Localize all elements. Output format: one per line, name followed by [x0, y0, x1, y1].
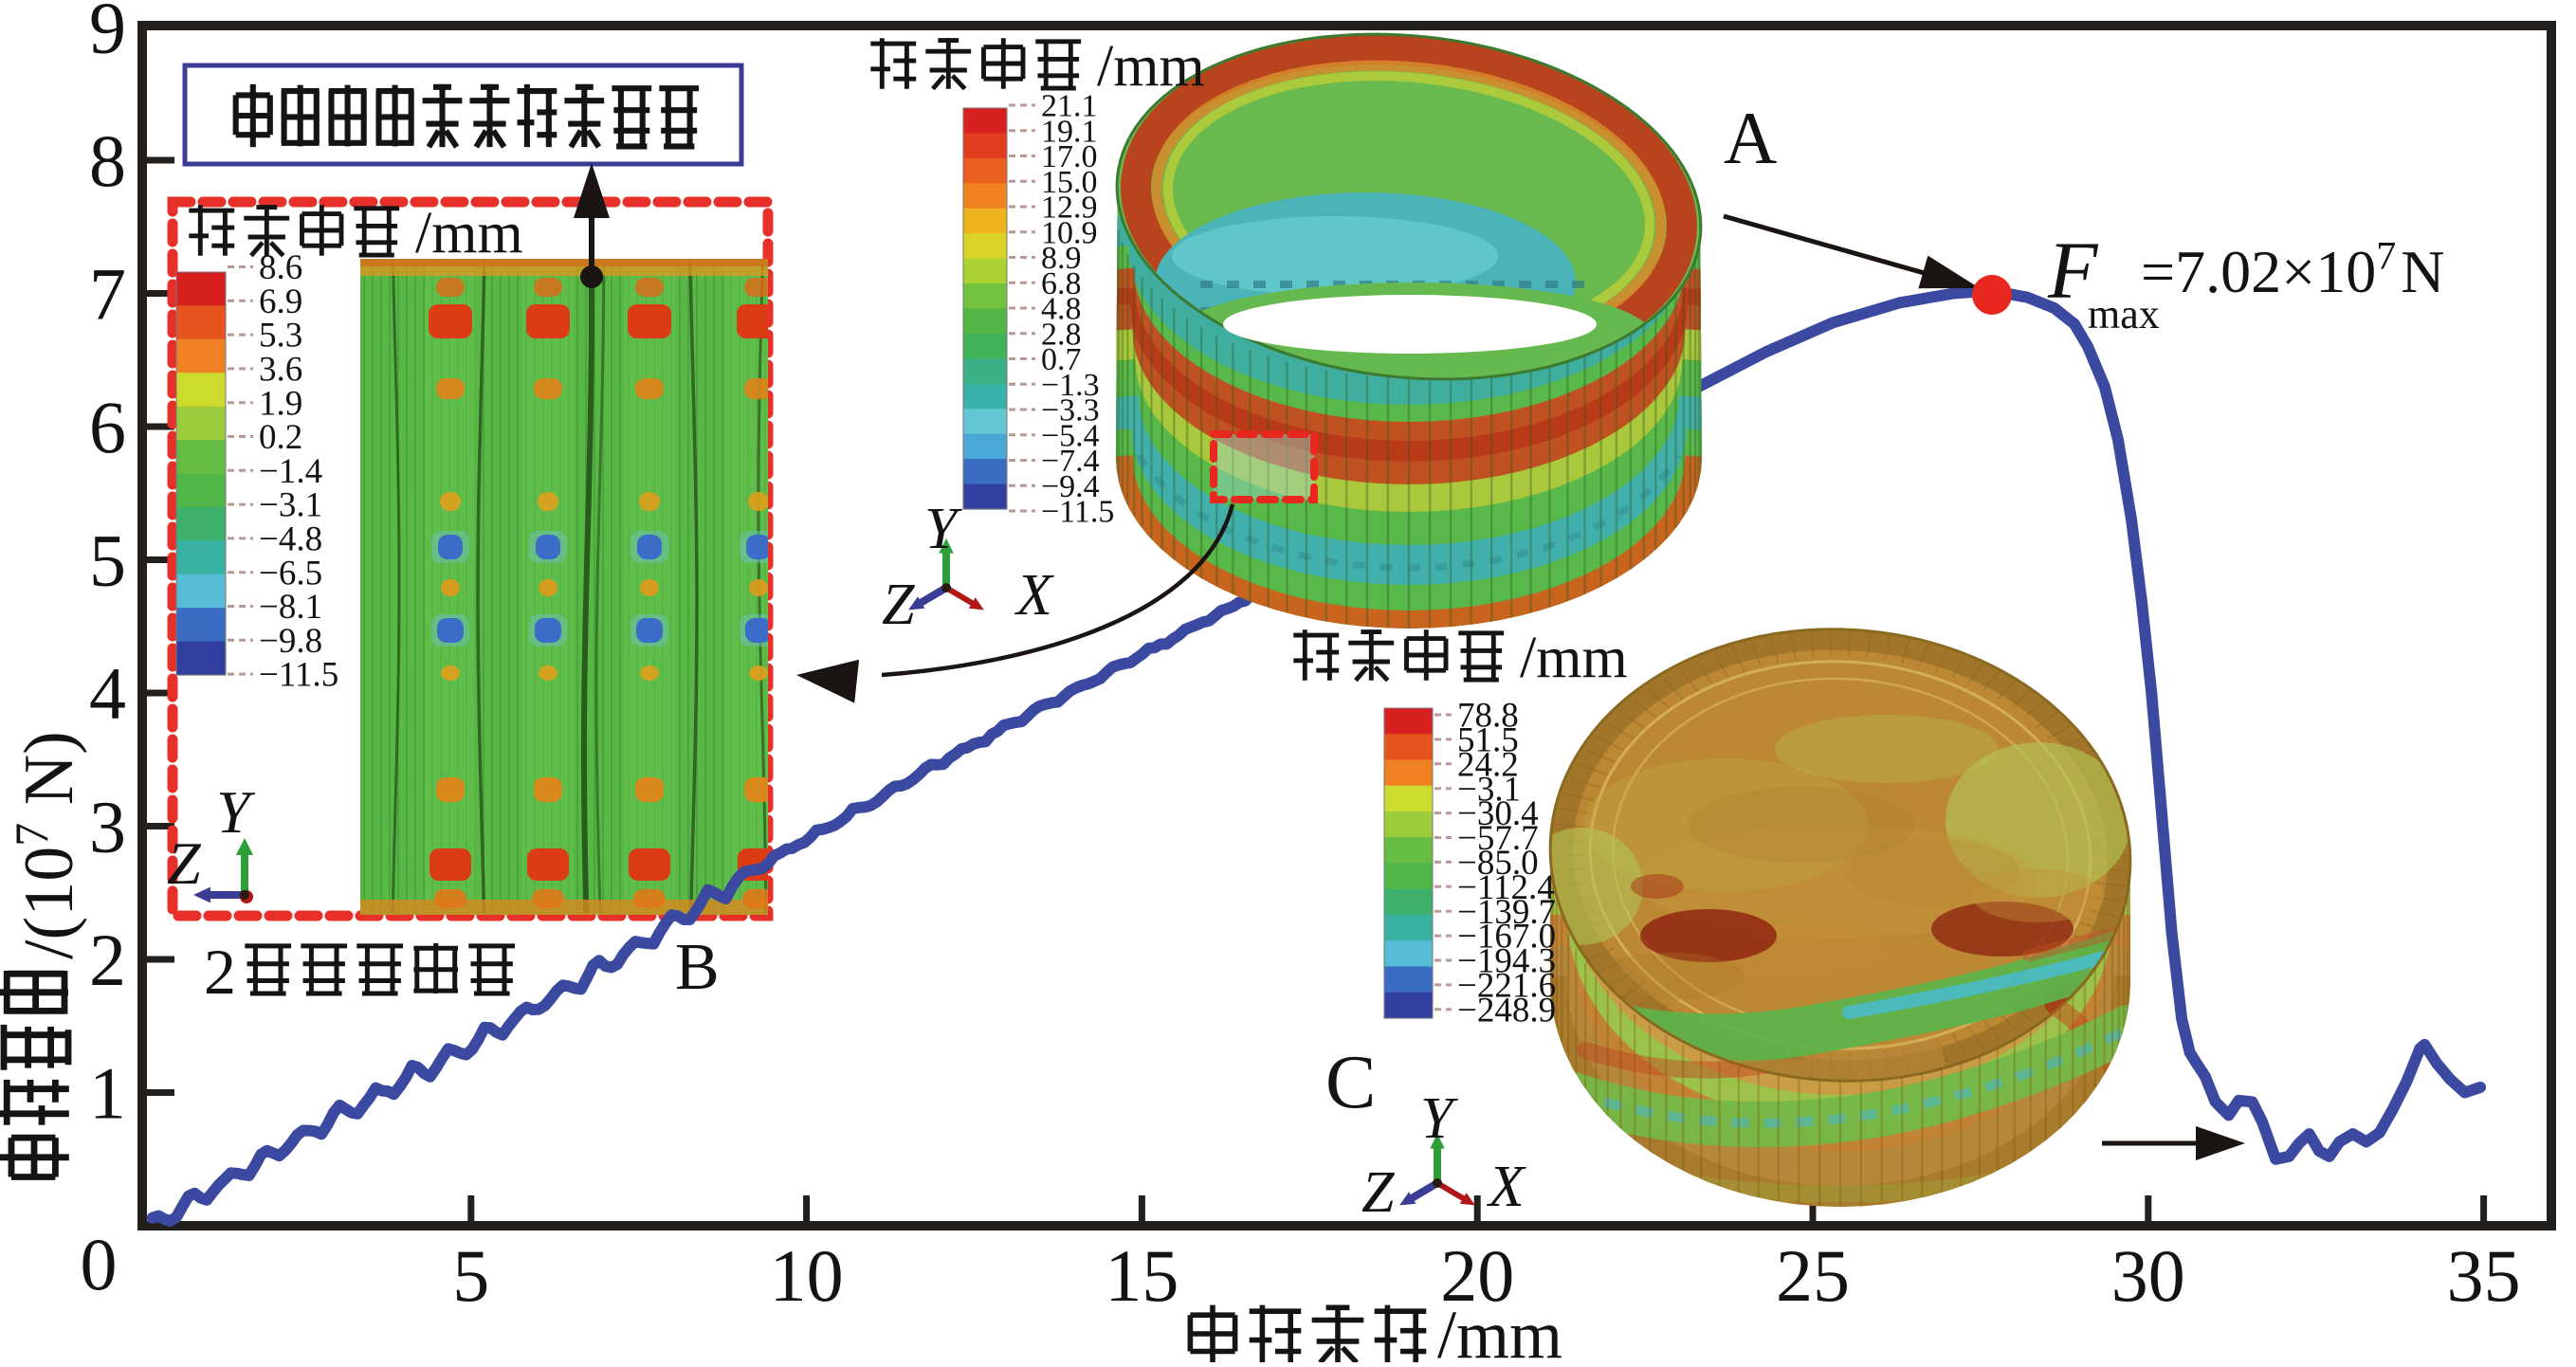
svg-text:−248.9: −248.9 — [1457, 991, 1556, 1030]
svg-text:B: B — [675, 931, 720, 1004]
svg-text:15.0: 15.0 — [1041, 165, 1098, 200]
svg-text:5: 5 — [89, 519, 126, 602]
svg-text:Y: Y — [924, 497, 962, 561]
svg-text:−8.1: −8.1 — [259, 588, 322, 627]
svg-text:C: C — [1325, 1041, 1376, 1124]
svg-text:−194.3: −194.3 — [1457, 942, 1556, 981]
svg-text:−167.0: −167.0 — [1457, 918, 1556, 957]
svg-text:−9.4: −9.4 — [1041, 469, 1100, 504]
svg-text:−3.3: −3.3 — [1041, 393, 1100, 428]
svg-text:F: F — [2047, 225, 2099, 316]
svg-text:−3.1: −3.1 — [259, 486, 322, 525]
svg-text:51.5: 51.5 — [1457, 721, 1519, 760]
svg-text:5.3: 5.3 — [259, 317, 302, 355]
svg-text:X: X — [1486, 1155, 1526, 1219]
svg-text:15: 15 — [1105, 1234, 1178, 1317]
svg-text:−11.5: −11.5 — [1041, 495, 1114, 530]
svg-text:0.2: 0.2 — [259, 418, 302, 457]
svg-text:−9.8: −9.8 — [259, 622, 322, 661]
svg-text:3: 3 — [89, 786, 126, 868]
svg-text:Y: Y — [216, 778, 256, 846]
svg-text:−11.5: −11.5 — [259, 656, 338, 695]
svg-text:Z: Z — [1361, 1160, 1395, 1225]
svg-text:8: 8 — [89, 119, 126, 202]
svg-text:78.8: 78.8 — [1457, 697, 1519, 736]
svg-text:/mm: /mm — [415, 201, 523, 265]
svg-text:−112.4: −112.4 — [1457, 868, 1555, 907]
svg-text:−1.4: −1.4 — [259, 452, 322, 491]
svg-text:Z: Z — [167, 829, 202, 897]
svg-text:4: 4 — [89, 652, 126, 735]
svg-text:9: 9 — [89, 0, 126, 69]
svg-text:2: 2 — [89, 919, 126, 1001]
svg-text:−221.6: −221.6 — [1457, 967, 1556, 1006]
svg-text:−7.4: −7.4 — [1041, 444, 1100, 479]
svg-text:−139.7: −139.7 — [1457, 893, 1556, 932]
svg-text:−6.5: −6.5 — [259, 554, 322, 592]
svg-text:7: 7 — [89, 253, 126, 336]
svg-text:−85.0: −85.0 — [1457, 844, 1539, 883]
svg-text:−4.8: −4.8 — [259, 520, 322, 559]
svg-text:/mm: /mm — [1520, 626, 1628, 690]
svg-text:10: 10 — [770, 1234, 844, 1317]
svg-text:−1.3: −1.3 — [1041, 368, 1100, 403]
svg-text:X: X — [1014, 563, 1054, 628]
svg-text:4.8: 4.8 — [1041, 292, 1082, 327]
svg-text:1.9: 1.9 — [259, 384, 302, 423]
svg-text:Z: Z — [882, 573, 915, 637]
svg-text:2.8: 2.8 — [1041, 317, 1082, 352]
svg-text:6.8: 6.8 — [1041, 266, 1082, 301]
svg-text:Y: Y — [1420, 1086, 1458, 1151]
svg-text:30: 30 — [2111, 1234, 2185, 1317]
svg-text:A: A — [1724, 97, 1777, 179]
svg-text:5: 5 — [452, 1234, 489, 1317]
svg-text:25: 25 — [1776, 1234, 1850, 1317]
svg-text:0: 0 — [81, 1223, 118, 1305]
svg-text:1: 1 — [89, 1052, 126, 1135]
svg-text:−30.4: −30.4 — [1457, 794, 1539, 833]
svg-text:21.1: 21.1 — [1041, 89, 1098, 124]
svg-text:24.2: 24.2 — [1457, 745, 1519, 784]
svg-text:8.9: 8.9 — [1041, 241, 1082, 276]
svg-text:3.6: 3.6 — [259, 351, 302, 390]
svg-text:20: 20 — [1440, 1234, 1514, 1317]
svg-text:max: max — [2088, 291, 2160, 337]
svg-text:2: 2 — [204, 936, 236, 1008]
svg-text:12.9: 12.9 — [1041, 191, 1098, 226]
svg-text:17.0: 17.0 — [1041, 139, 1098, 174]
svg-text:8.6: 8.6 — [259, 248, 302, 287]
svg-text:10.9: 10.9 — [1041, 215, 1098, 250]
svg-text:−57.7: −57.7 — [1457, 819, 1539, 858]
svg-text:0.7: 0.7 — [1041, 342, 1082, 377]
svg-text:6.9: 6.9 — [259, 283, 302, 321]
svg-text:35: 35 — [2447, 1234, 2521, 1317]
svg-text:/mm: /mm — [1097, 34, 1205, 99]
svg-text:19.1: 19.1 — [1041, 114, 1098, 149]
svg-text:−5.4: −5.4 — [1041, 418, 1100, 453]
svg-text:/mm: /mm — [1437, 1297, 1562, 1362]
svg-text:−3.1: −3.1 — [1457, 770, 1521, 809]
svg-text:6: 6 — [89, 386, 126, 468]
